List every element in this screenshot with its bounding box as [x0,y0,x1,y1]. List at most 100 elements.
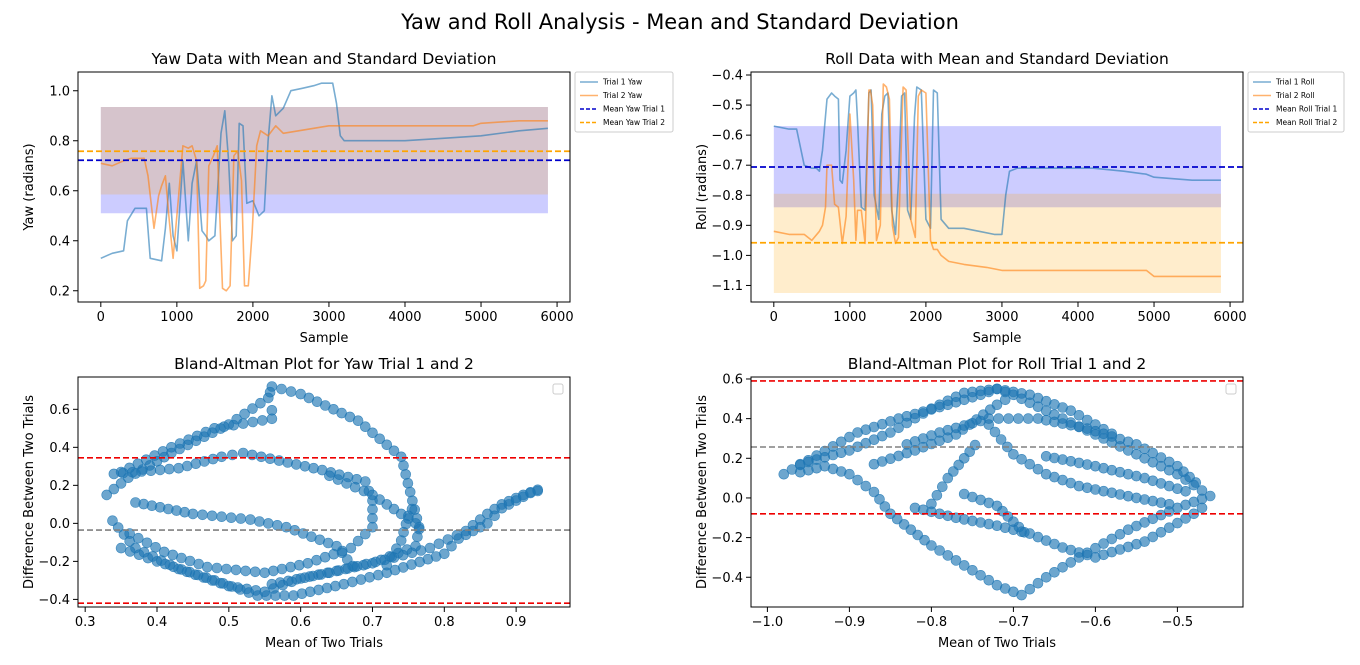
scatter-point [388,445,400,457]
scatter-point [255,451,267,463]
legend-entry-label: Trial 2 Roll [1275,91,1315,100]
chart-title: Roll Data with Mean and Standard Deviati… [825,50,1169,68]
scatter-point [1163,522,1175,534]
y-tick-label: 0.2 [722,452,743,467]
scatter-point [276,563,288,575]
plot-area [78,82,570,292]
scatter-point [252,590,263,601]
scatter-point [240,565,251,577]
scatter-point [216,451,227,463]
scatter-point [909,412,921,424]
chart-3: 0.3 0.4 0.5 0.6 0.7 0.8 0.9 −0.4 −0.2 0.0 0.2 0.4 0.… [22,355,571,651]
scatter-point [225,512,237,524]
scatter-point [1065,405,1077,417]
scatter-point [413,523,425,535]
scatter-point [216,511,227,523]
series-line-trial-2 [773,83,1221,278]
y-tick-label: 0.4 [49,441,70,456]
y-tick-label: −1.1 [711,279,743,294]
scatter-point [402,477,414,489]
scatter-point [1163,456,1175,468]
scatter-cluster-6 [266,529,463,590]
legend-entry-label: Mean Roll Trial 1 [1276,105,1338,114]
x-tick-label: 4000 [388,310,421,325]
scatter-point [406,547,418,559]
scatter-point [1019,526,1030,538]
scatter-point [360,558,372,570]
y-tick-label: 1.0 [49,84,70,99]
x-tick-label: 0.6 [290,615,311,630]
y-tick-label: 0.4 [49,234,70,249]
scatter-point [1065,557,1077,568]
scatter-point [367,512,378,524]
scatter-point [101,489,112,501]
scatter-point [442,534,454,545]
scatter-point [206,510,218,522]
scatter-cluster-6 [958,488,1030,538]
x-tick-label: 0.9 [506,615,527,630]
scatter-cluster-8 [381,503,418,571]
x-tick-label: 6000 [1214,310,1247,325]
x-tick-label: −0.8 [916,615,948,630]
scatter-point [237,447,249,459]
scatter-point [237,418,249,429]
scatter-point [844,431,855,443]
y-axis-label: Roll (radians) [695,144,710,230]
legend: Trial 1 Yaw Trial 2 Yaw Mean Yaw Trial 1 Me… [574,71,674,133]
scatter-point [860,480,872,492]
scatter-point [211,562,223,574]
scatter-point [115,542,127,554]
scatter-point [247,416,259,428]
scatter-point [261,590,272,601]
scatter-point [154,464,166,476]
scatter-point [359,528,371,540]
scatter-cluster-9 [460,485,544,541]
scatter-point [424,542,436,554]
scatter-point [115,478,127,489]
scatter-point [254,516,265,527]
scatter-point [359,421,371,433]
scatter-point [482,518,493,529]
scatter-point [352,535,364,547]
scatter-point [271,519,283,531]
y-tick-label: −0.2 [38,555,70,570]
scatter-point [406,503,418,515]
scatter-cluster-7 [983,419,1175,510]
series-line-trial-1 [100,82,548,262]
scatter-point [108,483,120,495]
scatter-point [352,415,364,427]
scatter-point [438,548,450,560]
scatter-point [381,559,393,571]
x-tick-label: 5000 [1137,310,1170,325]
x-tick-label: 5000 [464,310,497,325]
y-tick-label: −0.4 [711,69,743,84]
scatter-point [333,565,344,576]
scatter-point [1003,413,1014,424]
scatter-point [245,514,256,525]
series-line-trial-2 [100,120,548,292]
scatter-point [958,560,970,571]
axes-frame [77,376,571,608]
scatter-point [1032,577,1044,589]
legend: Trial 1 Roll Trial 2 Roll Mean Roll Trial … [1247,71,1345,133]
x-tick-label: 0.3 [75,615,96,630]
chart-title: Bland-Altman Plot for Yaw Trial 1 and 2 [174,355,474,373]
scatter-point [200,426,212,438]
scatter-cluster-5 [909,502,1208,563]
scatter-point [164,463,175,475]
scatter-point [266,404,278,416]
y-tick-label: −1.0 [711,249,743,264]
scatter-point [400,469,412,480]
x-tick-label: 4000 [1061,310,1094,325]
scatter-point [157,446,169,457]
scatter-point [1106,533,1118,545]
scatter-cluster-7 [324,470,425,535]
x-tick-label: −0.5 [1162,615,1194,630]
y-tick-label: −0.4 [38,593,70,608]
scatter-point [1024,583,1036,595]
legend-entry-label: Mean Yaw Trial 2 [603,118,665,127]
y-tick-label: −0.4 [711,571,743,586]
scatter-cluster-2 [794,383,1118,470]
y-tick-label: −0.6 [711,129,743,144]
